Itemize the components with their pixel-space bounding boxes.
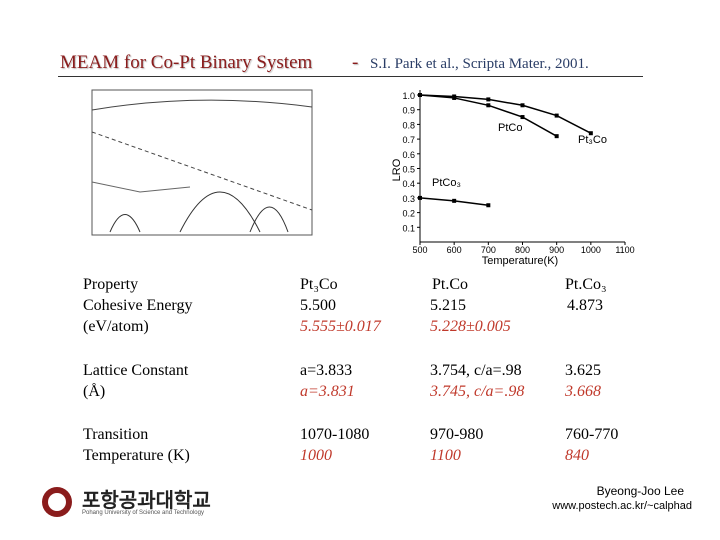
table-cell: 5.215 — [430, 297, 466, 314]
url: www.postech.ac.kr/~calphad — [552, 500, 692, 512]
table-cell: 3.625 — [565, 362, 601, 379]
point — [520, 115, 525, 120]
point — [418, 93, 422, 97]
point — [520, 103, 525, 108]
y-tick-label: 0.2 — [402, 209, 415, 219]
boundary — [91, 181, 191, 193]
y-tick-label: 0.3 — [402, 194, 415, 204]
table-cell: 1000 — [300, 447, 332, 464]
x-tick-label: 700 — [481, 245, 496, 255]
x-tick-label: 900 — [549, 245, 564, 255]
ptco3-dome — [109, 214, 141, 233]
frame — [91, 89, 313, 236]
point — [452, 95, 457, 100]
table-cell: 3.668 — [565, 383, 601, 400]
x-tick-label: 600 — [447, 245, 462, 255]
table-cell: Pt₃Co — [300, 276, 338, 293]
point — [452, 198, 457, 203]
pt3co-dome — [249, 206, 289, 233]
table-cell: Pt.Co₃ — [565, 276, 607, 293]
university-english: Pohang University of Science and Technol… — [82, 510, 204, 516]
phase-diagram — [91, 89, 313, 236]
citation: S.I. Park et al., Scripta Mater., 2001. — [370, 56, 589, 72]
table-cell: (eV/atom) — [83, 318, 149, 335]
point — [418, 195, 422, 200]
university-korean: 포항공과대학교 — [82, 488, 211, 512]
lro-chart: LRO Temperature(K) 0.1 0.2 0.3 0.4 0.5 0.6 0.7… — [391, 90, 635, 267]
point — [486, 97, 491, 102]
liquidus — [91, 99, 313, 111]
y-tick-label: 0.1 — [402, 223, 415, 233]
table-cell: 970-980 — [430, 426, 484, 443]
table-cell: 3.745, c/a=.98 — [430, 383, 525, 400]
point — [486, 203, 491, 208]
y-tick-label: 0.7 — [402, 135, 415, 145]
point — [588, 131, 593, 136]
y-tick-label: 0.4 — [402, 179, 415, 189]
x-axis-label: Temperature(K) — [482, 255, 558, 267]
table-cell: Transition — [83, 426, 149, 443]
series-label: Pt₃Co — [578, 134, 607, 146]
y-tick-label: 0.5 — [402, 165, 415, 175]
table-cell: a=3.831 — [300, 383, 355, 400]
y-tick-label: 0.8 — [402, 120, 415, 130]
point — [554, 134, 559, 139]
table-cell: 1100 — [430, 447, 461, 464]
table-cell: 1070-1080 — [300, 426, 370, 443]
table-cell: 5.555±0.017 — [300, 318, 381, 335]
curie-line — [91, 131, 313, 211]
separator: - — [352, 52, 359, 73]
table-cell: a=3.833 — [300, 362, 353, 379]
university-logo — [42, 487, 72, 517]
series-label: PtCo — [498, 122, 522, 134]
y-tick-label: 1.0 — [402, 91, 415, 101]
table-cell: Temperature (K) — [83, 447, 190, 464]
x-tick-label: 1000 — [581, 245, 601, 255]
table-cell: Pt.Co — [432, 276, 469, 293]
series-line — [419, 94, 592, 134]
table-cell: 840 — [565, 447, 589, 464]
y-tick-label: 0.6 — [402, 150, 415, 160]
x-tick-label: 1100 — [615, 245, 634, 255]
y-tick-label: 0.9 — [402, 106, 415, 116]
table-cell: 5.500 — [300, 297, 336, 314]
seal-inner — [48, 493, 66, 511]
point — [486, 103, 491, 108]
table-cell: Property — [83, 276, 139, 293]
table-cell: 5.228±0.005 — [430, 318, 511, 335]
title-rule — [58, 76, 643, 77]
slide-title: MEAM for Co-Pt Binary System — [60, 52, 313, 73]
x-tick-label: 500 — [412, 245, 427, 255]
author: Byeong-Joo Lee — [596, 484, 684, 498]
table-cell: (Å) — [83, 383, 106, 400]
table-cell: 3.754, c/a=.98 — [430, 362, 522, 379]
x-tick-label: 800 — [515, 245, 530, 255]
ptco-dome — [179, 191, 261, 233]
table-cell: 4.873 — [567, 297, 603, 314]
point — [554, 113, 559, 118]
table-cell: Lattice Constant — [83, 362, 189, 379]
table-cell: Cohesive Energy — [83, 297, 193, 314]
y-axis-label: LRO — [391, 158, 403, 181]
table-cell: 760-770 — [565, 426, 619, 443]
series-label: PtCo₃ — [432, 177, 461, 189]
